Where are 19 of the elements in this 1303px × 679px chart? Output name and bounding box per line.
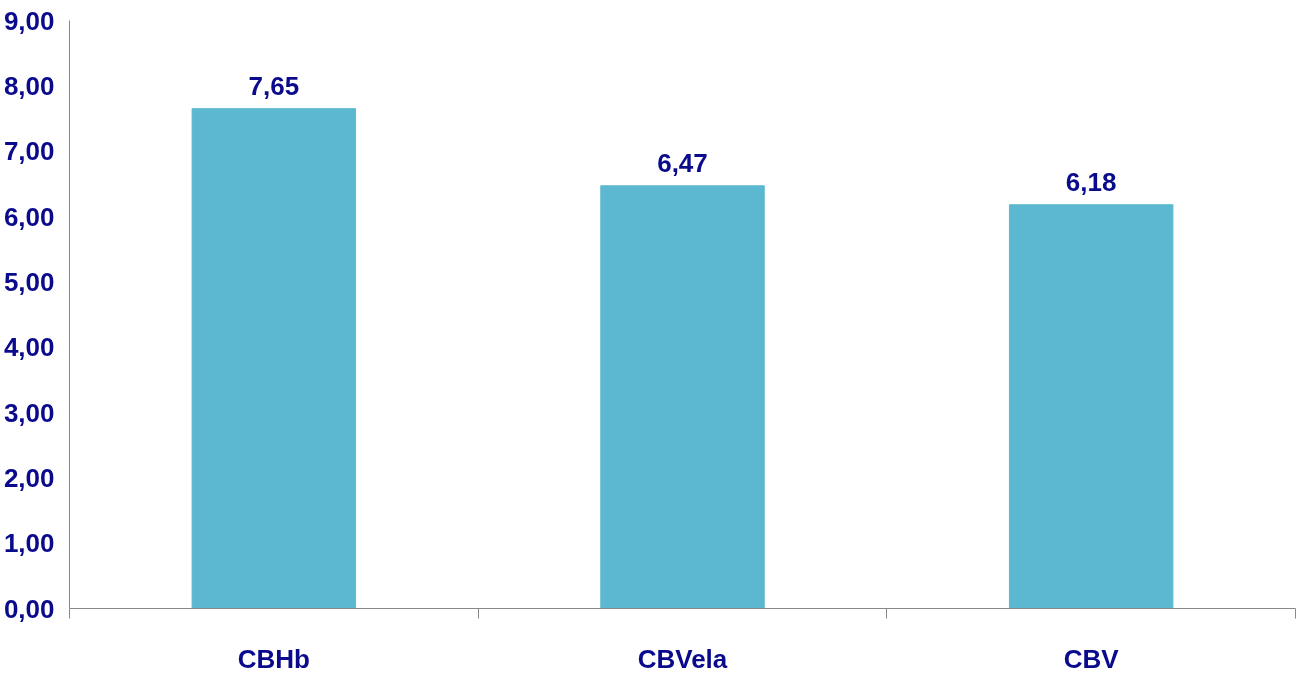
data-label: 6,18 — [1065, 166, 1117, 197]
bar — [1008, 204, 1174, 609]
y-tick-label: 3,00 — [3, 397, 55, 428]
data-label: 7,65 — [248, 70, 300, 101]
x-tick-label: CBV — [1063, 643, 1120, 674]
y-tick-label: 1,00 — [3, 528, 55, 559]
bar — [191, 108, 357, 609]
y-tick-label: 4,00 — [3, 332, 55, 363]
y-tick-label: 9,00 — [3, 5, 55, 36]
bar — [600, 185, 765, 609]
y-tick-label: 8,00 — [3, 70, 55, 101]
y-tick-label: 2,00 — [3, 462, 55, 493]
y-tick-label: 0,00 — [3, 593, 55, 624]
x-tick-label: CBHb — [237, 643, 310, 674]
y-tick-label: 6,00 — [3, 201, 55, 232]
x-tick-label: CBVela — [637, 643, 728, 674]
y-tick-label: 7,00 — [3, 136, 55, 167]
data-label: 6,47 — [657, 147, 708, 178]
y-tick-label: 5,00 — [3, 266, 55, 297]
